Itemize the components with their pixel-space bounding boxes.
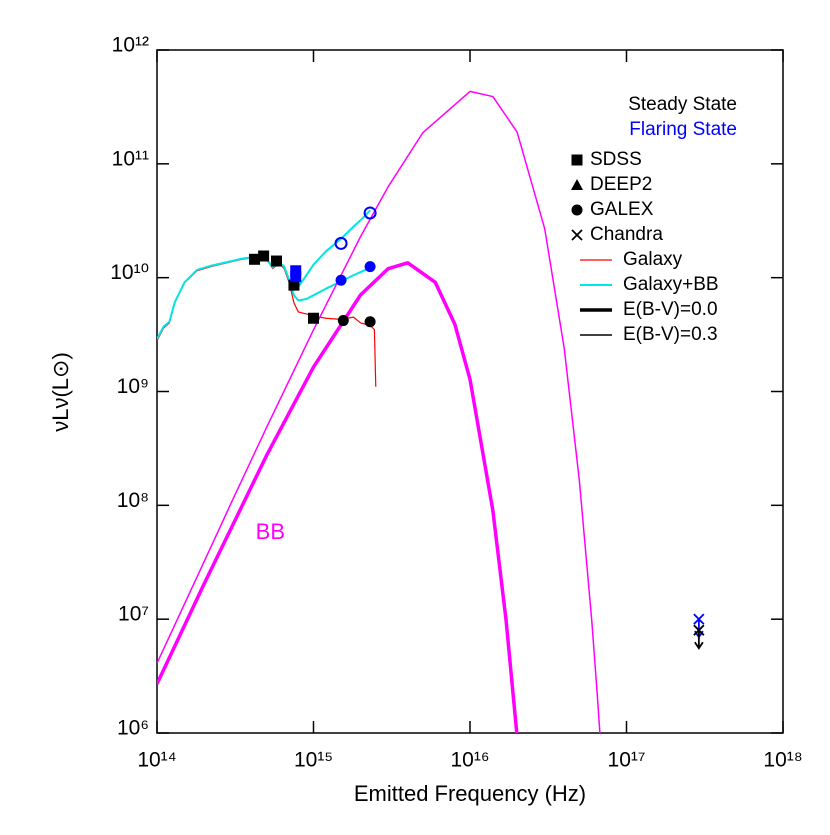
x-tick-label: 10¹⁸ xyxy=(763,749,802,772)
state-label: Steady State xyxy=(628,94,737,115)
marker-square xyxy=(290,271,302,283)
plot-frame xyxy=(156,49,784,734)
marker-square xyxy=(288,279,300,291)
legend-label: SDSS xyxy=(590,149,642,170)
x-axis-label: Emitted Frequency (Hz) xyxy=(354,781,586,806)
marker-circle xyxy=(337,315,349,327)
y-tick-label: 10⁸ xyxy=(117,489,149,512)
marker-circle xyxy=(364,261,376,273)
legend-label: Chandra xyxy=(590,224,663,245)
y-tick-label: 10⁷ xyxy=(118,603,149,626)
state-label: Flaring State xyxy=(629,119,737,140)
x-tick-label: 10¹⁶ xyxy=(451,749,490,772)
y-tick-label: 10¹² xyxy=(112,34,149,57)
series-line xyxy=(157,261,519,733)
legend-label: Galaxy xyxy=(623,249,683,270)
x-tick-label: 10¹⁷ xyxy=(608,749,646,772)
marker-square xyxy=(571,154,583,166)
y-tick-label: 10⁶ xyxy=(117,717,149,740)
marker-square xyxy=(270,255,282,267)
marker-circle xyxy=(571,204,583,216)
marker-circle xyxy=(335,274,347,286)
marker-triangle xyxy=(571,179,583,190)
y-axis-label: νLν(L⊙) xyxy=(48,352,73,432)
legend-label: E(B-V)=0.3 xyxy=(623,324,718,345)
marker-square xyxy=(249,253,261,265)
x-tick-label: 10¹⁴ xyxy=(137,749,176,772)
marker-x xyxy=(693,624,705,650)
legend-label: E(B-V)=0.0 xyxy=(623,299,718,320)
series-line xyxy=(288,209,371,290)
x-tick-label: 10¹⁵ xyxy=(294,749,333,772)
marker-square xyxy=(258,250,270,262)
y-tick-label: 10⁹ xyxy=(117,375,149,398)
legend-label: DEEP2 xyxy=(590,174,652,195)
marker-square xyxy=(290,265,302,277)
series-line xyxy=(157,90,601,733)
marker-square xyxy=(308,312,319,324)
marker-circle xyxy=(364,316,376,328)
plot-content xyxy=(157,90,705,733)
legend-label: GALEX xyxy=(590,199,654,220)
marker-open-circle xyxy=(363,206,377,220)
marker-x xyxy=(693,613,705,639)
marker-x xyxy=(571,229,583,241)
y-tick-label: 10¹¹ xyxy=(112,147,149,170)
marker-open-circle xyxy=(334,236,348,250)
annotation: BB xyxy=(256,519,285,544)
y-tick-label: 10¹⁰ xyxy=(110,261,149,284)
legend-label: Galaxy+BB xyxy=(623,274,719,295)
